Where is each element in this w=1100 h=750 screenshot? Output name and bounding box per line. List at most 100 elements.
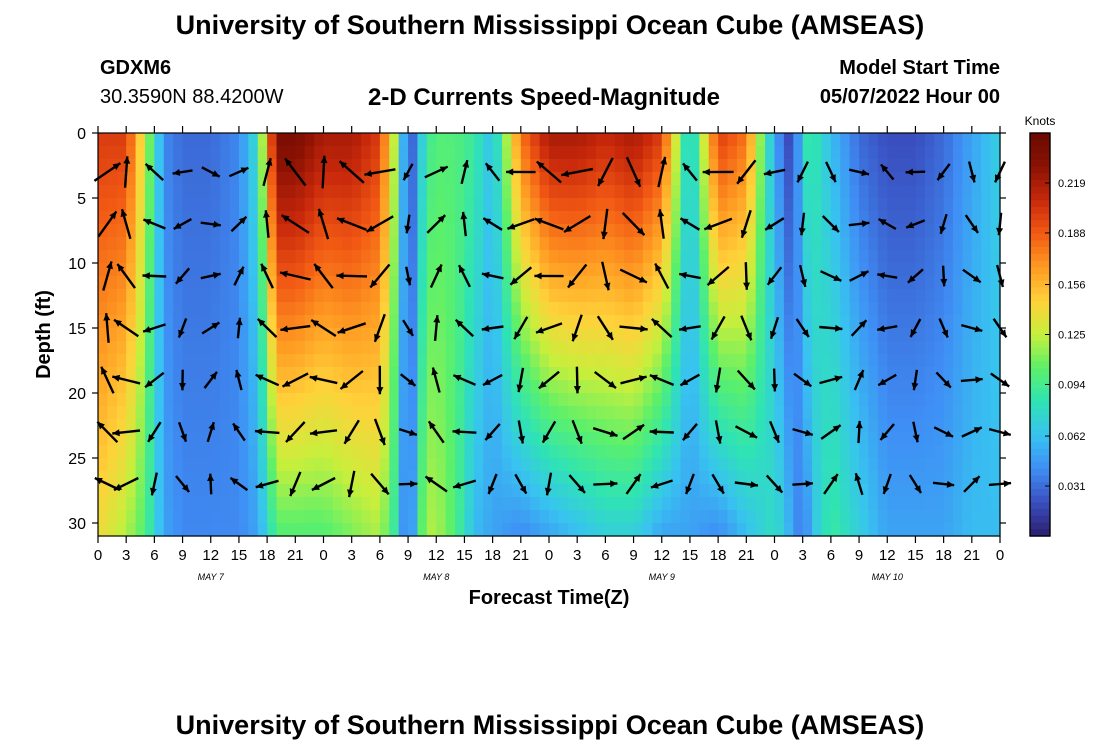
heat-cell bbox=[511, 159, 522, 173]
heat-cell bbox=[220, 471, 231, 485]
heat-cell bbox=[248, 445, 259, 459]
heat-cell bbox=[107, 263, 118, 277]
heat-cell bbox=[445, 341, 456, 355]
heat-cell bbox=[699, 406, 710, 420]
heat-cell bbox=[765, 328, 776, 342]
heat-cell bbox=[473, 406, 484, 420]
heat-cell bbox=[962, 432, 973, 446]
heat-cell bbox=[483, 406, 494, 420]
heat-cell bbox=[671, 146, 682, 160]
heat-cell bbox=[755, 523, 766, 537]
heat-cell bbox=[549, 276, 559, 290]
heat-cell bbox=[981, 393, 992, 407]
heat-cell bbox=[173, 432, 184, 446]
heat-cell bbox=[727, 185, 738, 199]
heat-cell bbox=[370, 497, 381, 511]
heat-cell bbox=[906, 419, 917, 433]
heat-cell bbox=[492, 523, 503, 537]
heat-cell bbox=[887, 276, 898, 290]
heat-cell bbox=[492, 432, 503, 446]
heat-cell bbox=[257, 302, 268, 316]
heat-cell bbox=[671, 237, 682, 251]
heat-cell bbox=[633, 510, 644, 524]
heat-cell bbox=[718, 367, 729, 381]
heat-cell bbox=[558, 406, 569, 420]
heat-cell bbox=[859, 497, 870, 511]
heat-cell bbox=[783, 237, 794, 251]
heat-cell bbox=[689, 289, 700, 303]
current-arrow bbox=[313, 263, 334, 289]
heat-cell bbox=[210, 315, 221, 329]
heat-cell bbox=[257, 328, 268, 342]
colorbar-segment bbox=[1030, 314, 1050, 322]
heat-cell bbox=[736, 406, 747, 420]
current-arrow bbox=[144, 371, 165, 389]
heat-cell bbox=[840, 406, 851, 420]
heat-cell bbox=[107, 224, 118, 238]
heat-cell bbox=[426, 380, 437, 394]
heat-cell bbox=[126, 471, 137, 485]
colorbar-segment bbox=[1030, 247, 1050, 255]
arrow-head bbox=[123, 156, 131, 164]
arrow-head bbox=[906, 221, 915, 229]
heat-cell bbox=[652, 289, 663, 303]
arrow-head bbox=[109, 211, 117, 220]
heat-cell bbox=[821, 510, 832, 524]
heat-cell bbox=[746, 354, 757, 368]
heat-cell bbox=[135, 250, 146, 264]
colorbar-segment bbox=[1030, 220, 1050, 228]
heat-cell bbox=[144, 484, 155, 498]
heat-cell bbox=[502, 302, 513, 316]
heat-cell bbox=[605, 159, 616, 173]
heat-cell bbox=[276, 458, 287, 472]
heat-cell bbox=[595, 133, 606, 147]
heat-cell bbox=[633, 406, 644, 420]
heat-cell bbox=[671, 172, 682, 186]
heat-cell bbox=[135, 445, 146, 459]
heat-cell bbox=[812, 302, 823, 316]
heat-cell bbox=[642, 380, 653, 394]
heat-cell bbox=[661, 458, 672, 472]
heat-cell bbox=[201, 393, 212, 407]
heat-cell bbox=[238, 237, 249, 251]
arrow-head bbox=[534, 272, 542, 280]
arrow-head bbox=[855, 420, 863, 429]
heat-cell bbox=[868, 146, 879, 160]
heat-cell bbox=[840, 172, 851, 186]
heat-cell bbox=[755, 289, 766, 303]
heat-cell bbox=[191, 523, 202, 537]
heat-cell bbox=[370, 367, 381, 381]
current-arrow bbox=[657, 209, 665, 239]
arrow-head bbox=[309, 375, 318, 382]
heat-cell bbox=[981, 185, 992, 199]
heat-cell bbox=[530, 224, 541, 238]
heat-cell bbox=[511, 523, 522, 537]
heat-cell bbox=[859, 354, 870, 368]
heat-cell bbox=[812, 432, 823, 446]
heat-cell bbox=[361, 497, 372, 511]
heat-cell bbox=[285, 406, 296, 420]
heat-cell bbox=[163, 510, 174, 524]
heat-cell bbox=[661, 172, 672, 186]
heat-cell bbox=[962, 302, 973, 316]
heat-cell bbox=[934, 445, 945, 459]
heat-cell bbox=[708, 237, 719, 251]
heat-cell bbox=[436, 172, 447, 186]
heat-cell bbox=[530, 133, 541, 147]
heat-cell bbox=[661, 406, 672, 420]
heat-cell bbox=[530, 471, 541, 485]
heat-cell bbox=[718, 133, 729, 147]
heat-cell bbox=[595, 263, 606, 277]
arrow-head bbox=[680, 218, 689, 225]
heat-cell bbox=[633, 198, 644, 212]
heat-cell bbox=[755, 146, 766, 160]
heat-cell bbox=[981, 341, 992, 355]
heat-cell bbox=[915, 263, 926, 277]
heat-cell bbox=[389, 198, 400, 212]
heat-cell bbox=[323, 354, 334, 368]
heat-cell bbox=[295, 484, 306, 498]
heat-cell bbox=[614, 289, 625, 303]
heat-cell bbox=[220, 146, 231, 160]
heat-cell bbox=[530, 146, 541, 160]
heat-cell bbox=[370, 484, 381, 498]
